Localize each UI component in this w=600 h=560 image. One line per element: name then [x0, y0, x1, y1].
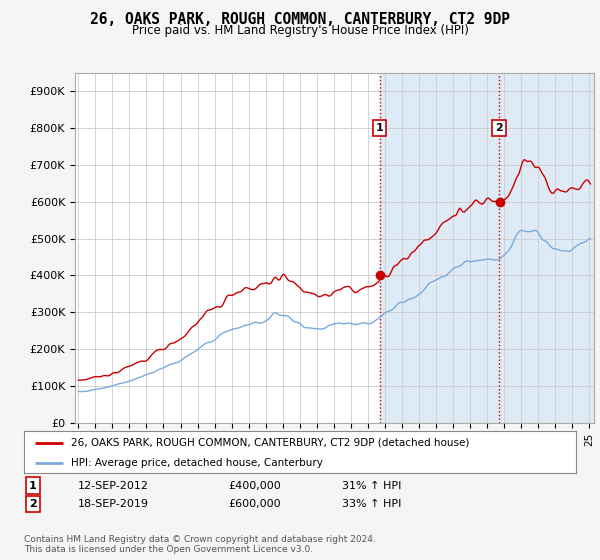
- Text: 26, OAKS PARK, ROUGH COMMON, CANTERBURY, CT2 9DP: 26, OAKS PARK, ROUGH COMMON, CANTERBURY,…: [90, 12, 510, 27]
- Text: Contains HM Land Registry data © Crown copyright and database right 2024.
This d: Contains HM Land Registry data © Crown c…: [24, 535, 376, 554]
- Text: 1: 1: [29, 480, 37, 491]
- Text: 2: 2: [495, 123, 503, 133]
- Text: 18-SEP-2019: 18-SEP-2019: [78, 499, 149, 509]
- Text: Price paid vs. HM Land Registry's House Price Index (HPI): Price paid vs. HM Land Registry's House …: [131, 24, 469, 36]
- Text: 31% ↑ HPI: 31% ↑ HPI: [342, 480, 401, 491]
- Text: £600,000: £600,000: [228, 499, 281, 509]
- Bar: [380, 73, 594, 423]
- Text: £400,000: £400,000: [228, 480, 281, 491]
- Text: 33% ↑ HPI: 33% ↑ HPI: [342, 499, 401, 509]
- Text: HPI: Average price, detached house, Canterbury: HPI: Average price, detached house, Cant…: [71, 458, 323, 468]
- Text: 2: 2: [29, 499, 37, 509]
- Text: 12-SEP-2012: 12-SEP-2012: [78, 480, 149, 491]
- Text: 1: 1: [376, 123, 383, 133]
- Text: 26, OAKS PARK, ROUGH COMMON, CANTERBURY, CT2 9DP (detached house): 26, OAKS PARK, ROUGH COMMON, CANTERBURY,…: [71, 438, 469, 448]
